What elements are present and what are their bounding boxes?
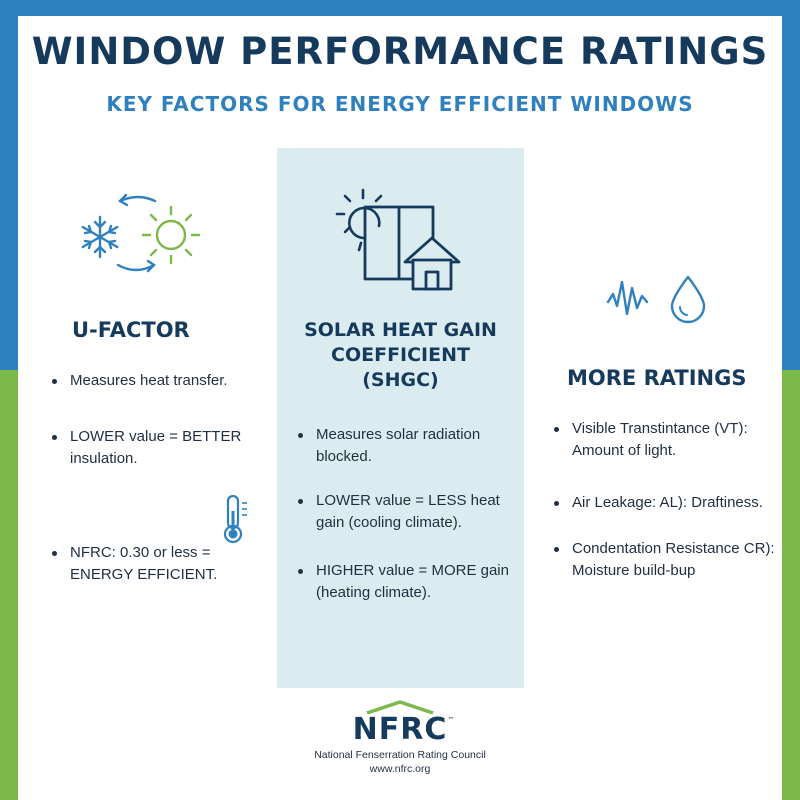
more-ratings-heading: MORE RATINGS	[567, 366, 747, 390]
list-item: LOWER value = LESS heat gain (cooling cl…	[294, 490, 524, 534]
logo-name: NFRC	[352, 712, 448, 747]
shgc-heading-line: SOLAR HEAT GAIN	[304, 319, 497, 341]
shgc-panel	[277, 148, 524, 688]
list-item: HIGHER value = MORE gain (heating climat…	[294, 560, 524, 604]
snowflake-icon	[81, 215, 119, 259]
cycle-arrows-icon	[116, 193, 157, 273]
page-title: WINDOW PERFORMANCE RATINGS	[31, 30, 769, 73]
logo-url[interactable]: www.nfrc.org	[369, 763, 431, 775]
house-icon	[403, 236, 461, 291]
list-item: Visible Transtintance (VT): Amount of li…	[550, 418, 780, 462]
sound-drop-icons	[606, 275, 706, 324]
thermometer-icon	[223, 494, 247, 544]
logo-organization: National Fenserration Rating Council	[314, 749, 486, 761]
sun-icon	[141, 205, 201, 265]
sun-window-house-icon	[335, 188, 461, 291]
roof-icon	[366, 700, 434, 714]
shgc-heading-line: (SHGC)	[362, 369, 439, 391]
u-factor-heading: U-FACTOR	[72, 318, 190, 342]
list-item: Air Leakage: AL): Draftiness.	[550, 492, 780, 514]
sun-icon	[335, 188, 383, 252]
list-item: LOWER value = BETTER insulation.	[48, 426, 268, 470]
list-item: NFRC: 0.30 or less = ENERGY EFFICIENT.	[48, 542, 268, 586]
list-item: Measures heat transfer.	[48, 370, 268, 392]
water-drop-icon	[670, 275, 706, 324]
list-item: Condentation Resistance CR): Moisture bu…	[550, 538, 780, 582]
page-subtitle: KEY FACTORS FOR ENERGY EFFICIENT WINDOWS	[106, 92, 694, 116]
trademark-mark: ™	[447, 716, 456, 724]
snowflake-sun-cycle-icon	[81, 193, 201, 273]
logo-wordmark: NFRC ™	[352, 712, 455, 747]
nfrc-logo: NFRC ™ National Fenserration Rating Counc…	[300, 700, 500, 775]
list-item: Measures solar radiation blocked.	[294, 424, 524, 468]
sound-wave-icon	[606, 280, 649, 316]
shgc-heading: SOLAR HEAT GAIN COEFFICIENT (SHGC)	[277, 318, 524, 393]
shgc-heading-line: COEFFICIENT	[331, 344, 470, 366]
